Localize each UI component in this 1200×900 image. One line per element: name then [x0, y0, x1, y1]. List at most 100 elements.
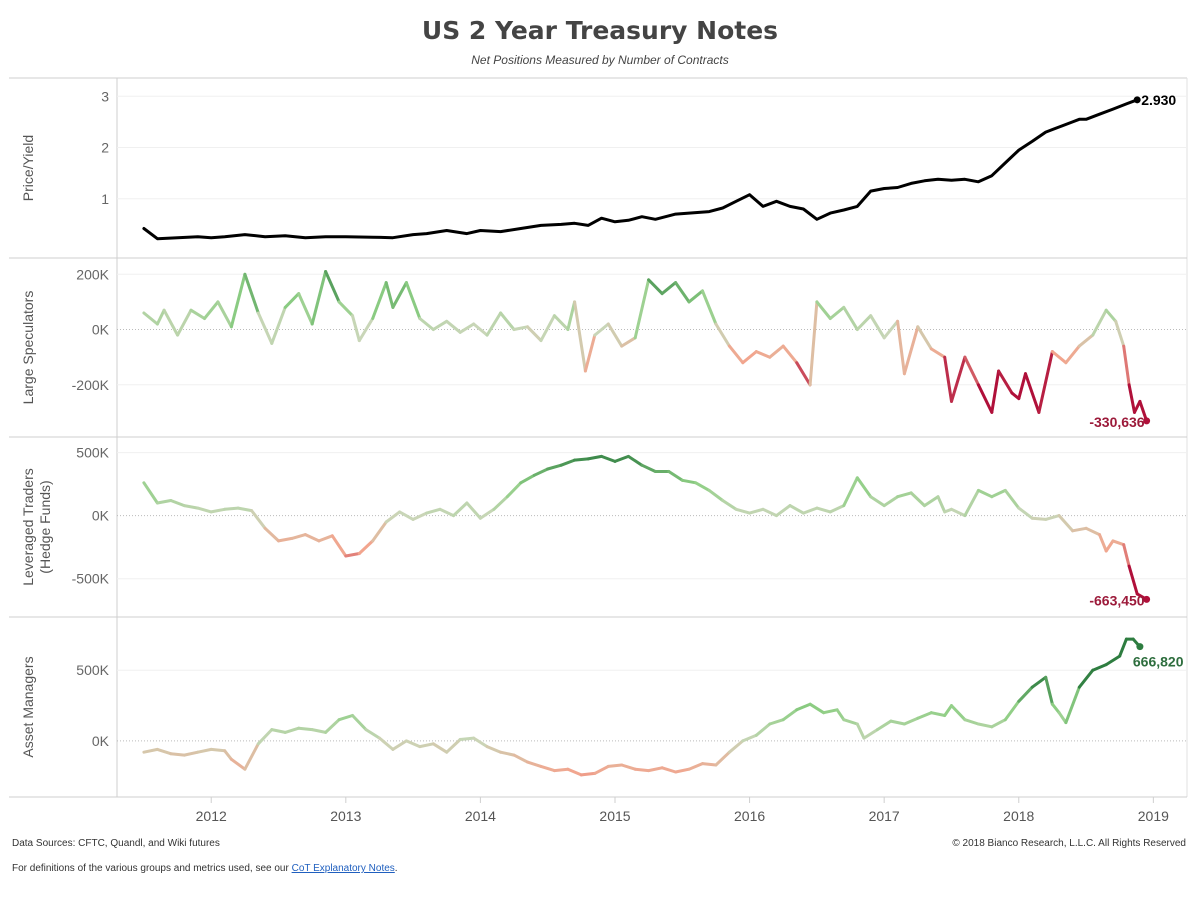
series-segment — [929, 347, 947, 359]
series-segment — [223, 749, 233, 761]
series-segment — [250, 509, 267, 530]
end-point-marker — [1136, 643, 1144, 651]
series-segment — [754, 722, 772, 737]
series-segment — [512, 753, 529, 764]
series-segment — [902, 325, 920, 376]
series-segment — [1071, 526, 1088, 533]
definitions-suffix: . — [394, 863, 398, 874]
series-segment — [532, 467, 550, 477]
series-segment — [990, 718, 1007, 729]
series-segment — [290, 533, 307, 540]
panel-1: 1 2 3 Price/Yield 2.930 — [9, 88, 1187, 259]
series-segment — [943, 355, 953, 403]
series-segment — [142, 311, 159, 326]
series-segment — [714, 322, 731, 348]
series-segment — [324, 270, 341, 304]
y-tick-label: 0K — [92, 733, 110, 749]
series-segment — [896, 491, 913, 499]
series-segment — [229, 272, 247, 329]
series-segment — [674, 767, 691, 774]
series-segment — [270, 728, 287, 734]
y-tick-label: 0K — [92, 322, 110, 338]
series-segment — [828, 305, 846, 320]
x-tick-label: 2013 — [330, 808, 361, 824]
series-segment — [902, 716, 920, 726]
series-segment — [337, 714, 354, 722]
series-segment — [1050, 350, 1068, 365]
series-segment — [162, 308, 180, 337]
series-segment — [828, 504, 846, 514]
series-segment — [808, 702, 826, 715]
series-segment — [566, 767, 583, 777]
series-segment — [404, 281, 422, 320]
series-segment — [586, 454, 603, 461]
series-segment — [781, 708, 799, 722]
series-segment — [1118, 637, 1128, 658]
series-segment — [398, 510, 415, 521]
series-segment — [869, 495, 886, 508]
series-segment — [546, 463, 563, 471]
series-segment — [855, 722, 866, 740]
series-segment — [593, 322, 610, 337]
series-segment — [297, 726, 314, 732]
series-segment — [1017, 372, 1027, 401]
series-segment — [492, 495, 509, 511]
series-segment — [976, 488, 994, 499]
series-segment — [842, 305, 859, 331]
y-tick-label: 3 — [101, 88, 109, 104]
y-axis-label-secondary: (Hedge Funds) — [37, 480, 53, 573]
series-segment — [438, 507, 455, 518]
series-segment — [606, 763, 624, 768]
series-segment — [754, 350, 772, 359]
series-segment — [209, 747, 227, 753]
series-segment — [600, 454, 617, 463]
series-segment — [701, 762, 718, 767]
y-tick-label: -200K — [72, 377, 110, 393]
series-segment — [950, 704, 967, 722]
series-segment — [714, 750, 731, 767]
series-segment — [963, 718, 980, 726]
y-tick-label: 500K — [76, 662, 109, 678]
y-tick-label: 1 — [101, 191, 109, 207]
series-segment — [505, 481, 523, 499]
series-segment — [330, 534, 348, 558]
series-segment — [862, 728, 879, 740]
x-tick-label: 2015 — [599, 808, 630, 824]
series-segment — [990, 488, 1007, 499]
series-segment — [378, 736, 395, 751]
series-segment — [781, 344, 799, 365]
series-segment — [344, 552, 361, 558]
series-segment — [613, 454, 630, 463]
series-segment — [815, 506, 832, 514]
cot-explanatory-notes-link[interactable]: CoT Explanatory Notes — [291, 863, 395, 874]
series-segment — [196, 747, 213, 754]
series-segment — [155, 747, 173, 756]
series-segment — [667, 470, 684, 482]
series-segment — [1030, 675, 1048, 689]
series-segment — [1084, 526, 1101, 537]
series-segment — [701, 289, 718, 326]
series-segment — [1104, 654, 1122, 667]
series-segment — [539, 764, 556, 773]
series-segment — [647, 766, 664, 773]
series-segment — [1091, 308, 1108, 337]
panel-3: 500K 0K -500K Leveraged Traders (Hedge Funds… — [9, 445, 1187, 618]
series-segment — [822, 708, 839, 715]
series-segment — [573, 457, 590, 462]
series-segment — [445, 738, 462, 754]
series-segment — [1037, 350, 1054, 414]
series-segment — [768, 718, 785, 726]
series-segment — [418, 317, 435, 331]
x-tick-label: 2019 — [1138, 808, 1169, 824]
series-segment — [976, 383, 994, 414]
series-segment — [923, 495, 940, 508]
series-segment — [775, 504, 792, 518]
series-segment — [633, 278, 651, 340]
end-value-label: 2.930 — [1141, 92, 1176, 108]
x-tick-label: 2014 — [465, 808, 496, 824]
end-value-label: 666,820 — [1133, 654, 1184, 670]
series-segment — [499, 750, 516, 757]
series-segment — [270, 305, 287, 345]
end-point-marker — [1143, 417, 1151, 425]
series-segment — [660, 281, 678, 296]
